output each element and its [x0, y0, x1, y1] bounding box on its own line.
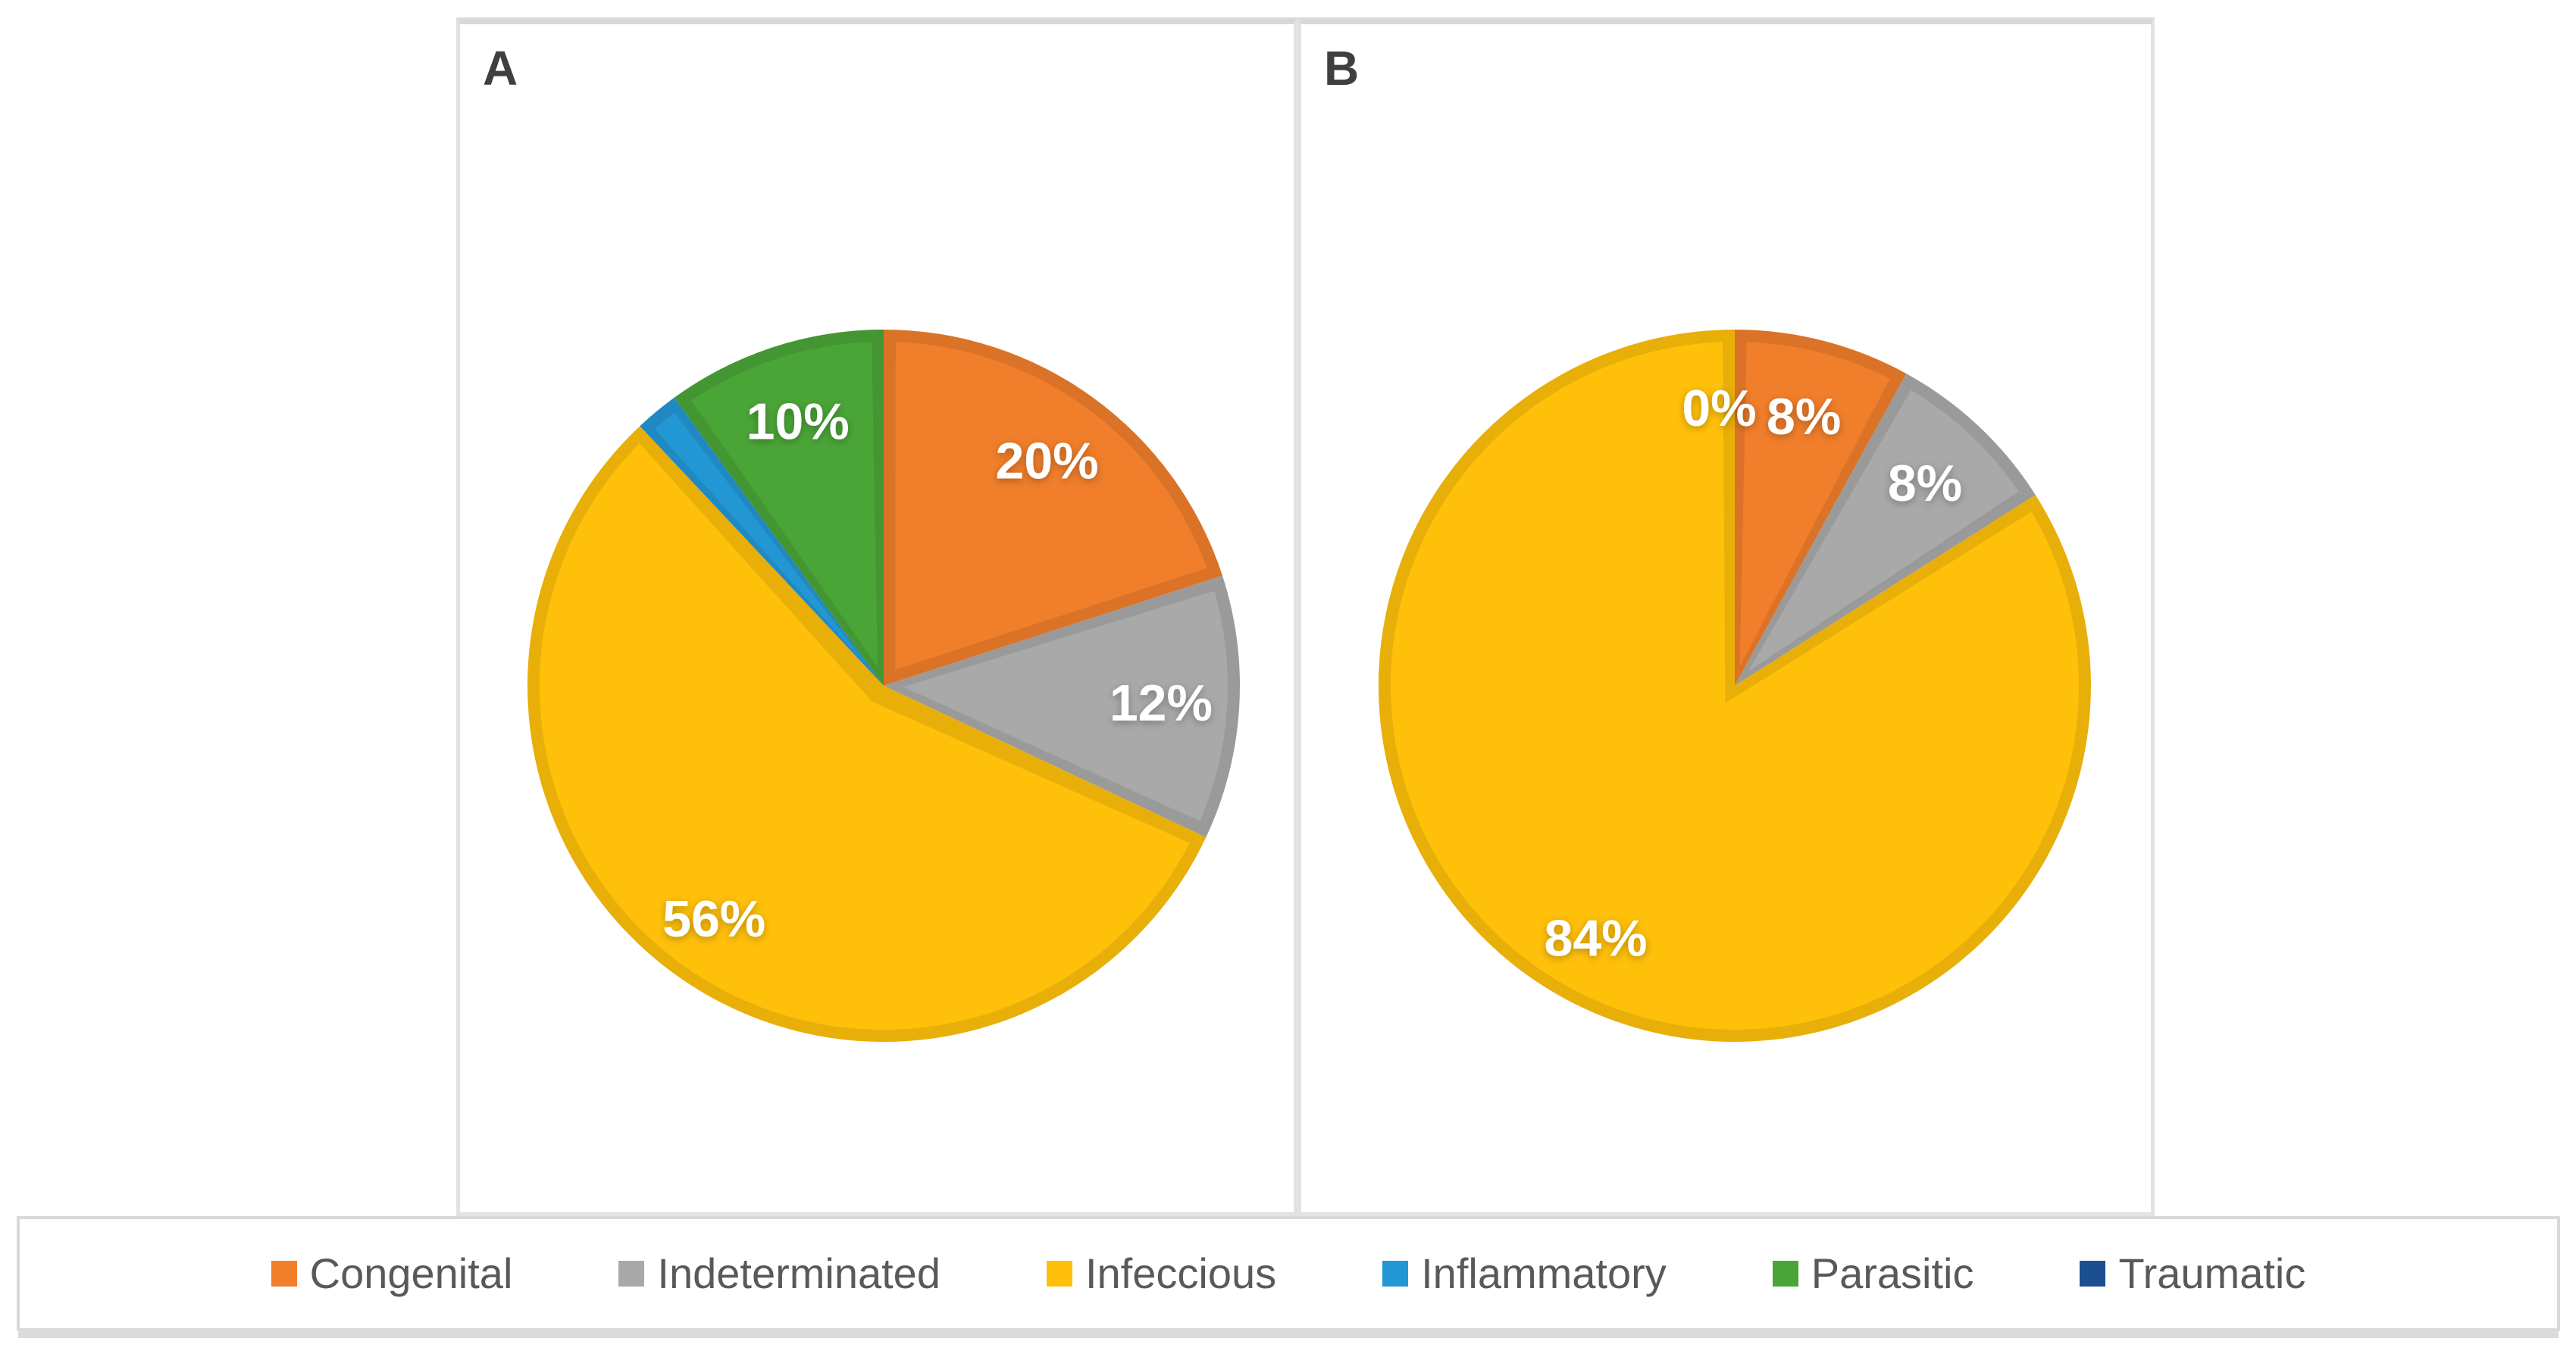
- legend-swatch-indeterminated: [618, 1261, 645, 1287]
- legend-swatch-traumatic: [2080, 1261, 2106, 1287]
- panel-a-label: A: [483, 41, 518, 95]
- pie-slice-label-congenital: 20%: [995, 432, 1098, 489]
- legend-item-traumatic: Traumatic: [2080, 1252, 2305, 1295]
- legend: Congenital Indeterminated Infeccious Inflam…: [17, 1216, 2560, 1331]
- legend-label: Congenital: [309, 1249, 513, 1297]
- pie-slice-label-indeterminated: 8%: [1888, 455, 1962, 512]
- pie-slice-label-infeccious: 56%: [662, 890, 765, 948]
- legend-item-inflammatory: Inflammatory: [1382, 1252, 1667, 1295]
- legend-item-congenital: Congenital: [271, 1249, 513, 1297]
- pie-slice-highlight: [903, 590, 1228, 821]
- pie-slice-highlight: [539, 443, 1190, 1030]
- pie-slice-label-infeccious: 84%: [1545, 910, 1648, 968]
- pie-slice-label-congenital: 8%: [1767, 388, 1841, 446]
- legend-item-parasitic: Parasitic: [1772, 1249, 1974, 1297]
- pie-chart-b: 8% 8% 84% 0%: [1378, 330, 2091, 1042]
- pie-slice-label-indeterminated: 12%: [1110, 674, 1213, 732]
- legend-swatch-inflammatory: [1382, 1261, 1409, 1287]
- legend-label: Inflammatory: [1421, 1249, 1667, 1297]
- pie-slice-highlight: [1739, 342, 1890, 667]
- pie-slice-highlight: [1748, 390, 2019, 671]
- legend-label: Infeccious: [1085, 1249, 1277, 1297]
- legend-swatch-parasitic: [1772, 1261, 1798, 1287]
- legend-swatch-infeccious: [1046, 1261, 1072, 1287]
- pie-slice-highlight: [654, 412, 872, 671]
- pie-slice-label-inflammatory: 0%: [1682, 380, 1756, 437]
- pie-slice-highlight: [895, 342, 1207, 670]
- legend-item-indeterminated: Indeterminated: [618, 1252, 941, 1295]
- pie-slice-label-parasitic: 10%: [747, 392, 850, 450]
- panel-b-label: B: [1324, 41, 1360, 95]
- pie-slice-highlight: [1391, 342, 2080, 1030]
- legend-label: Parasitic: [1811, 1249, 1974, 1297]
- legend-item-infeccious: Infeccious: [1046, 1249, 1277, 1297]
- legend-label: Traumatic: [2118, 1249, 2306, 1297]
- legend-label: Indeterminated: [657, 1249, 941, 1297]
- pie-slice-highlight: [691, 342, 878, 668]
- legend-swatch-congenital: [271, 1261, 297, 1287]
- pie-chart-a: 20% 12% 56% 10%: [527, 330, 1241, 1043]
